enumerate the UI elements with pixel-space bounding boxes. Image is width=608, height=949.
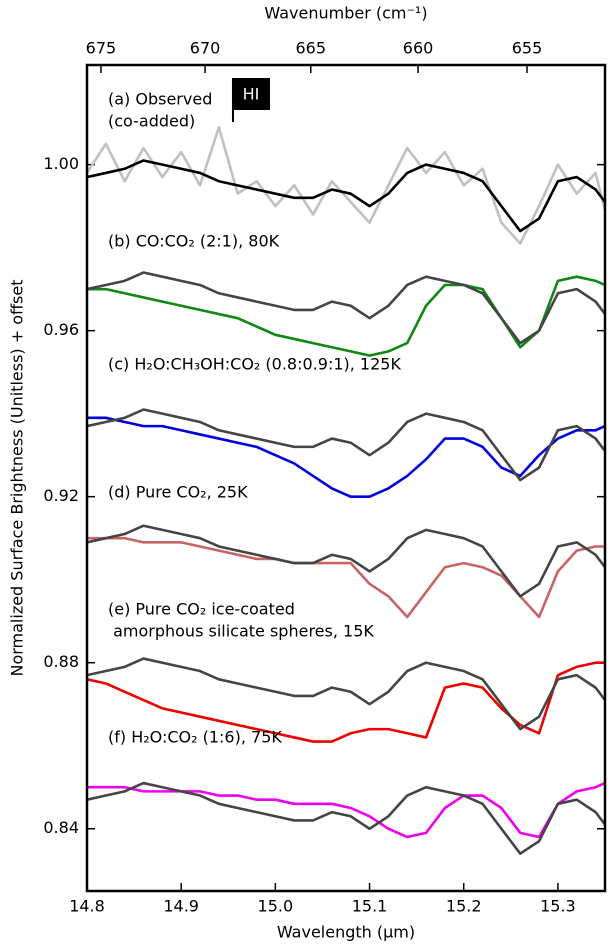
hi-marker-label: HI [243,85,260,104]
spectrum-line [87,416,605,498]
y-tick-label: 0.88 [43,652,79,671]
y-tick-label: 1.00 [43,154,79,173]
y-tick-label: 0.92 [43,486,79,505]
y-tick-label: 0.84 [43,818,79,837]
spectrum-line [87,125,605,245]
spectrum-line [87,524,605,598]
spectrum-line [87,661,605,743]
panel-label: (c) H₂O:CH₃OH:CO₂ (0.8:0.9:1), 125K [108,355,401,374]
y-axis-label: Normalized Surface Brightness (Unitless)… [8,279,27,676]
x-tick-label: 15.0 [258,897,294,916]
x-tick-label: 14.8 [69,897,105,916]
panel-label: (b) CO:CO₂ (2:1), 80K [108,232,280,251]
hi-marker-box [231,78,270,110]
spectrum-line [87,159,605,233]
panel-label: (e) Pure CO₂ ice-coated [108,600,295,619]
panel-label: amorphous silicate spheres, 15K [108,622,374,641]
x2-tick-label: 665 [295,39,326,58]
x2-tick-label: 655 [512,39,543,58]
spectrum-line [87,271,605,345]
spectrum-line [87,781,605,839]
x2-axis-label: Wavenumber (cm⁻¹) [264,4,427,23]
x-tick-label: 14.9 [163,897,199,916]
spectrum-line [87,275,605,357]
spectrum-line [87,657,605,731]
x-tick-label: 15.2 [446,897,482,916]
x2-tick-label: 675 [86,39,117,58]
panel-label: (a) Observed [108,90,212,109]
spectrum-line [87,781,605,855]
x-tick-label: 15.3 [540,897,576,916]
panel-label: (co-added) [108,112,195,131]
x-axis-label: Wavelength (μm) [277,923,415,942]
plot-frame [85,63,607,893]
y-tick-label: 0.96 [43,320,79,339]
x-tick-label: 15.1 [352,897,388,916]
panel-label: (d) Pure CO₂, 25K [108,483,248,502]
spectrum-line [87,408,605,482]
spectrum-line [87,536,605,619]
x2-tick-label: 660 [403,39,434,58]
panel-label: (f) H₂O:CO₂ (1:6), 75K [108,728,282,747]
x2-tick-label: 670 [190,39,221,58]
